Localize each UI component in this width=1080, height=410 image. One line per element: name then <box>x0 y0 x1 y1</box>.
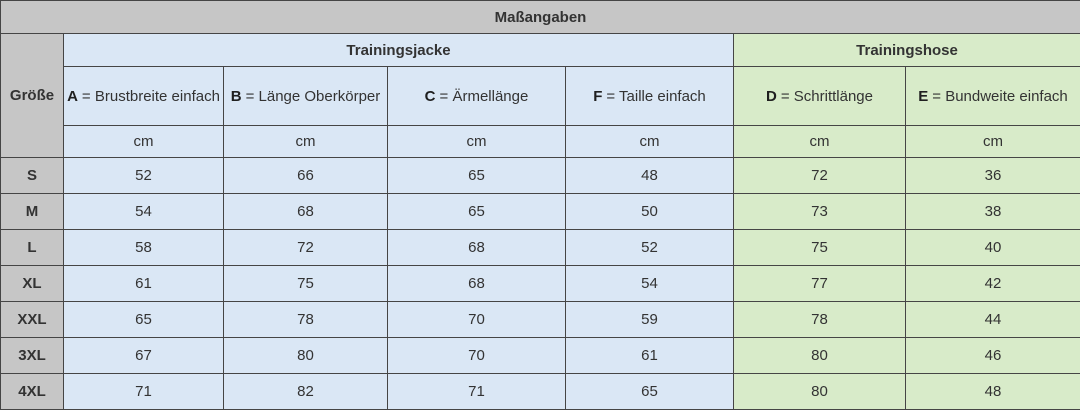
size-column-header: Größe <box>0 33 64 158</box>
value-cell: 44 <box>904 301 1080 338</box>
table-row-l: L 58 72 68 52 75 40 <box>0 229 1080 266</box>
value-cell: 65 <box>63 301 224 338</box>
value-cell: 50 <box>565 193 734 230</box>
table-row-m: M 54 68 65 50 73 38 <box>0 193 1080 230</box>
size-label: L <box>0 229 64 266</box>
value-cell: 70 <box>387 301 566 338</box>
col-header-d: D = Schrittlänge <box>733 66 906 126</box>
col-desc: = Schrittlänge <box>780 87 873 105</box>
value-cell: 36 <box>904 157 1080 194</box>
value-cell: 61 <box>565 337 734 374</box>
table-row-s: S 52 66 65 48 72 36 <box>0 157 1080 194</box>
col-header-f: F = Taille einfach <box>565 66 734 126</box>
col-header-c: C = Ärmellänge <box>387 66 566 126</box>
col-letter: D <box>766 87 777 105</box>
group-header-trainingsjacke: Trainingsjacke <box>63 33 734 67</box>
col-letter: C <box>424 87 436 105</box>
value-cell: 78 <box>733 301 906 338</box>
size-label: XL <box>0 265 64 302</box>
value-cell: 68 <box>223 193 388 230</box>
value-cell: 58 <box>63 229 224 266</box>
value-cell: 71 <box>63 373 224 410</box>
value-cell: 52 <box>565 229 734 266</box>
size-label: M <box>0 193 64 230</box>
value-cell: 42 <box>904 265 1080 302</box>
value-cell: 70 <box>387 337 566 374</box>
value-cell: 54 <box>565 265 734 302</box>
size-label: 4XL <box>0 373 64 410</box>
table-row-xxl: XXL 65 78 70 59 78 44 <box>0 301 1080 338</box>
table-row-xl: XL 61 75 68 54 77 42 <box>0 265 1080 302</box>
value-cell: 68 <box>387 229 566 266</box>
col-header-a: A = Brustbreite einfach <box>63 66 224 126</box>
col-desc: = Ärmellänge <box>439 87 529 105</box>
col-desc: = Taille einfach <box>606 87 706 105</box>
value-cell: 65 <box>387 157 566 194</box>
chart-title: Maßangaben <box>0 0 1080 34</box>
col-letter: F <box>593 87 603 105</box>
col-desc: = Länge Oberkörper <box>245 87 381 105</box>
col-letter: B <box>230 87 242 105</box>
size-label: XXL <box>0 301 64 338</box>
unit-row: cm cm cm cm cm cm <box>1 125 1080 158</box>
value-cell: 48 <box>565 157 734 194</box>
value-cell: 48 <box>904 373 1080 410</box>
value-cell: 66 <box>223 157 388 194</box>
title-row: Maßangaben <box>0 0 1080 34</box>
value-cell: 54 <box>63 193 224 230</box>
value-cell: 77 <box>733 265 906 302</box>
table-row-3xl: 3XL 67 80 70 61 80 46 <box>0 337 1080 374</box>
col-desc: = Brustbreite einfach <box>81 87 220 105</box>
unit-cell: cm <box>387 125 566 158</box>
column-header-row: A = Brustbreite einfach B = Länge Oberkörp… <box>1 66 1080 126</box>
value-cell: 40 <box>904 229 1080 266</box>
value-cell: 82 <box>223 373 388 410</box>
group-header-trainingshose: Trainingshose <box>732 33 1080 67</box>
unit-cell: cm <box>565 125 734 158</box>
group-header-row: Größe Trainingsjacke Trainingshose <box>0 33 1080 158</box>
value-cell: 80 <box>733 373 906 410</box>
value-cell: 73 <box>733 193 906 230</box>
value-cell: 46 <box>904 337 1080 374</box>
value-cell: 59 <box>565 301 734 338</box>
table-row-4xl: 4XL 71 82 71 65 80 48 <box>0 373 1080 410</box>
value-cell: 72 <box>223 229 388 266</box>
col-letter: A <box>67 87 78 105</box>
col-header-b: B = Länge Oberkörper <box>223 66 388 126</box>
value-cell: 78 <box>223 301 388 338</box>
unit-cell: cm <box>223 125 388 158</box>
unit-cell: cm <box>63 125 224 158</box>
size-label: 3XL <box>0 337 64 374</box>
value-cell: 65 <box>565 373 734 410</box>
value-cell: 75 <box>223 265 388 302</box>
value-cell: 68 <box>387 265 566 302</box>
value-cell: 71 <box>387 373 566 410</box>
value-cell: 67 <box>63 337 224 374</box>
value-cell: 80 <box>223 337 388 374</box>
unit-cell: cm <box>904 125 1080 158</box>
value-cell: 38 <box>904 193 1080 230</box>
col-letter: E <box>918 87 929 105</box>
col-header-e: E = Bundweite einfach <box>904 66 1080 126</box>
value-cell: 52 <box>63 157 224 194</box>
unit-cell: cm <box>733 125 906 158</box>
value-cell: 75 <box>733 229 906 266</box>
col-desc: = Bundweite einfach <box>932 87 1068 105</box>
value-cell: 61 <box>63 265 224 302</box>
value-cell: 72 <box>733 157 906 194</box>
value-cell: 80 <box>733 337 906 374</box>
size-label: S <box>0 157 64 194</box>
value-cell: 65 <box>387 193 566 230</box>
